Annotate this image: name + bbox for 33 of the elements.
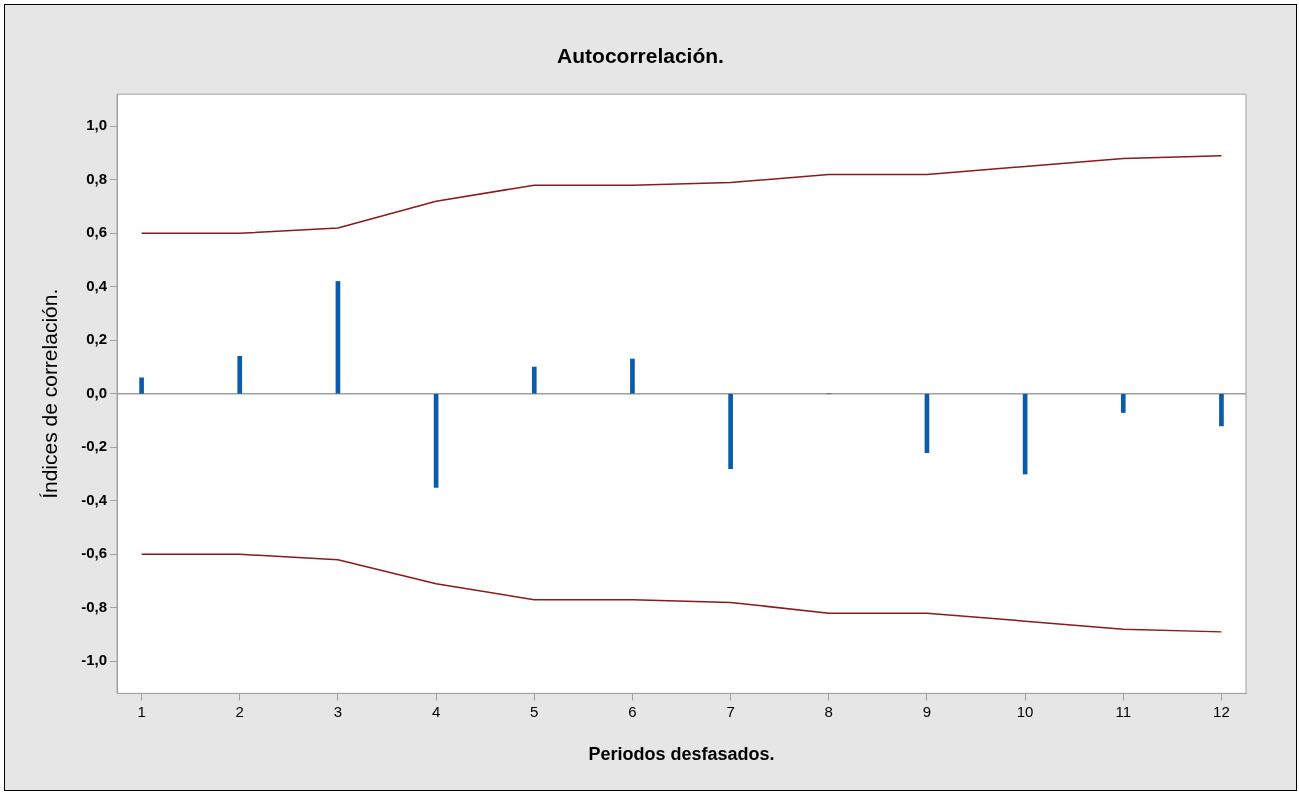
x-axis-title: Periodos desfasados. [588,744,775,765]
y-tick-label: 0,8 [86,169,108,187]
y-tick-label: -0,6 [81,544,108,562]
y-tick-label: 1,0 [86,116,108,134]
x-tick-label: 1 [137,702,146,720]
x-tick-label: 9 [922,702,932,720]
bar [139,377,144,394]
y-axis-title: Índices de correlación. [38,288,62,499]
y-tick-label: 0,6 [86,223,108,241]
y-tick-label: 0,2 [86,330,108,348]
x-tick-label: 10 [1016,702,1034,720]
bar [630,358,635,394]
x-tick-label: 12 [1213,702,1230,720]
chart-title: Autocorrelación. [557,44,724,68]
bar [1219,393,1224,427]
x-tick-label: 11 [1115,702,1132,720]
x-tick-label: 5 [530,702,539,720]
y-tick-label: -0,8 [81,597,108,615]
bar [728,393,733,470]
y-tick-label: 0,0 [86,383,108,401]
x-tick-label: 7 [726,702,735,720]
y-tick-label: -1,0 [81,651,108,669]
x-tick-label: 8 [824,702,833,720]
bar [1120,393,1126,413]
bar [531,366,537,394]
x-tick-label: 6 [628,702,637,720]
y-tick-label: -0,2 [81,437,108,455]
x-tick-label: 3 [333,702,343,720]
bar [237,356,243,394]
x-tick-label: 2 [235,702,244,720]
y-tick-label: -0,4 [81,490,108,508]
y-tick-label: 0,4 [86,276,108,294]
x-tick-label: 4 [431,702,441,720]
